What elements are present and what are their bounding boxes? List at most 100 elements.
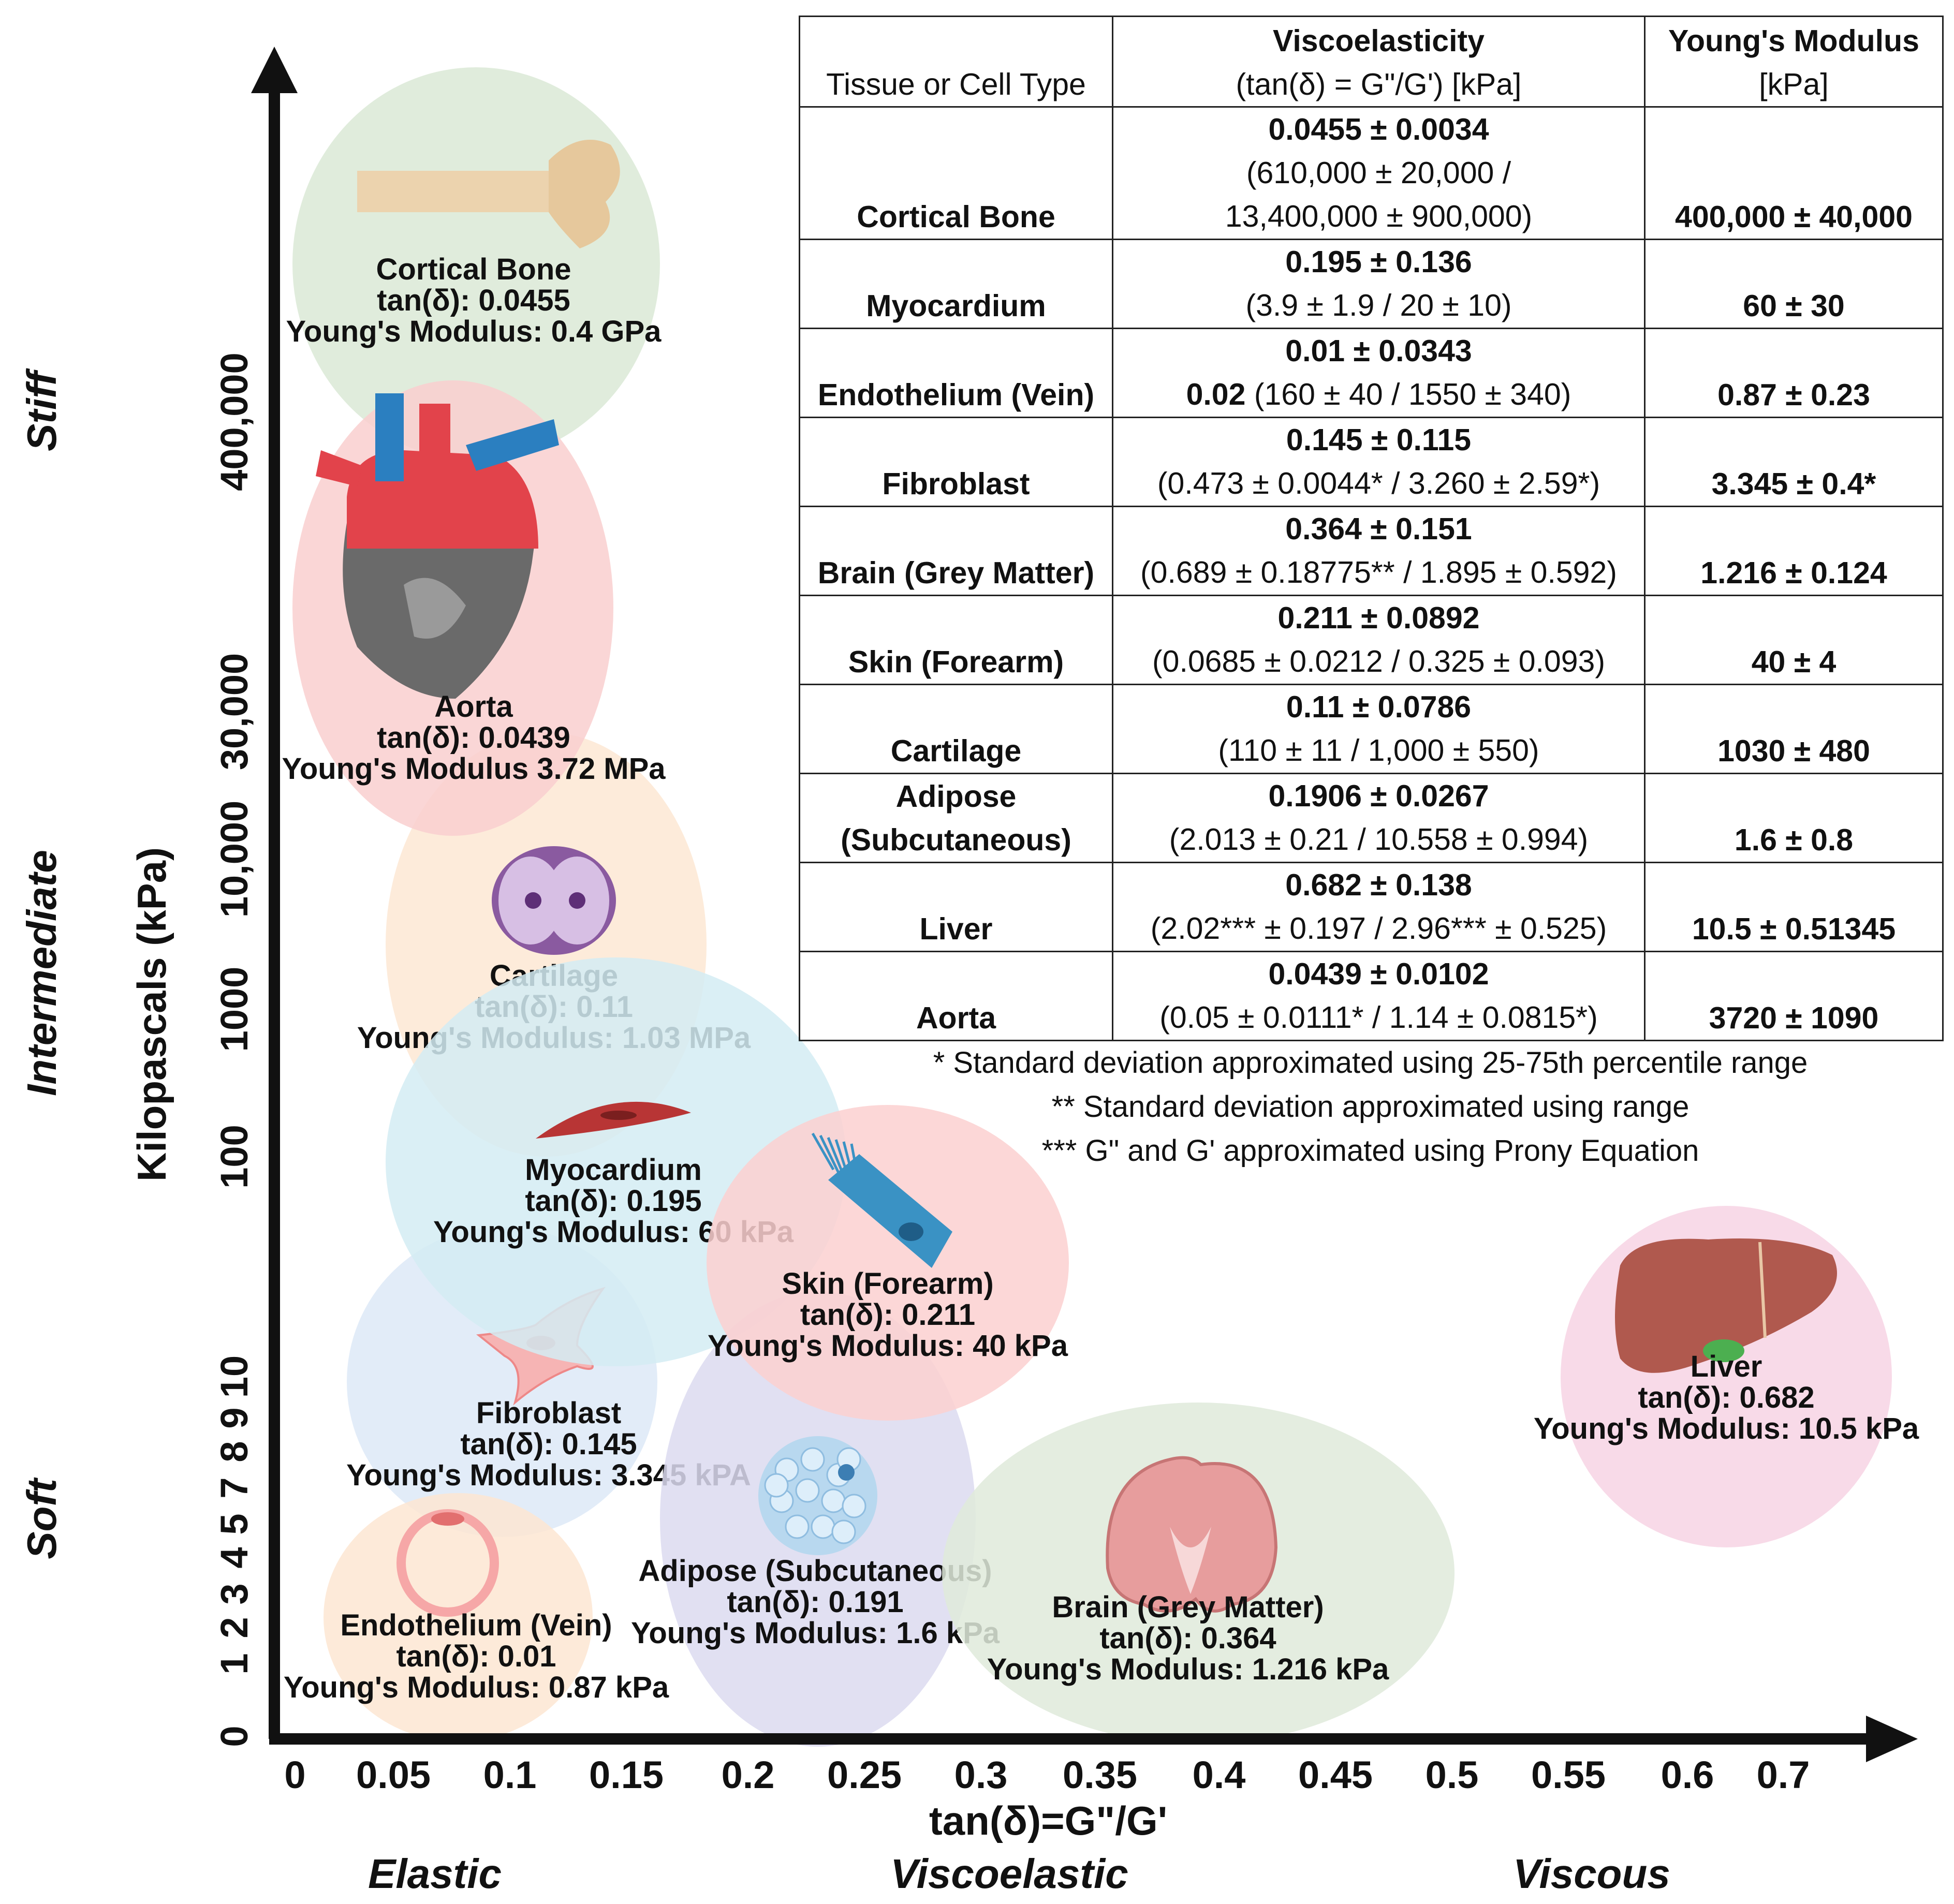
cardiomyocyte-icon <box>536 1101 691 1139</box>
x-tick-label: 0.4 <box>1193 1753 1246 1796</box>
cell-youngs-modulus: 10.5 ± 0.51345 <box>1644 862 1944 952</box>
cell-youngs-modulus: 3720 ± 1090 <box>1644 951 1944 1041</box>
point-modulus: Young's Modulus: 1.216 kPa <box>987 1652 1389 1686</box>
x-axis-label: tan(δ)=G"/G' <box>929 1798 1167 1843</box>
cell-youngs-modulus: 40 ± 4 <box>1644 595 1944 685</box>
skin-cell-icon <box>811 1132 952 1268</box>
cell-youngs-modulus: 1.6 ± 0.8 <box>1644 773 1944 863</box>
point-tan-delta: tan(δ): 0.0439 <box>377 721 570 755</box>
cell-tissue: Cortical Bone <box>799 106 1113 240</box>
point-tan-delta: tan(δ): 0.195 <box>525 1184 701 1218</box>
y-region-label: Stiff <box>19 368 65 451</box>
x-tick-label: 0.1 <box>483 1753 537 1796</box>
point-name: Fibroblast <box>476 1396 621 1430</box>
y-tick-label: 30,000 <box>213 653 256 770</box>
y-tick-label: 5 <box>213 1513 256 1534</box>
bone-icon <box>357 140 620 248</box>
y-region-label: Intermediate <box>19 850 65 1096</box>
y-axis-label: Kilopascals (kPa) <box>129 847 174 1182</box>
y-tick-label: 400,000 <box>213 352 256 491</box>
x-tick-label: 0.7 <box>1757 1753 1810 1796</box>
cell-viscoelasticity: 0.01 ± 0.0343 0.02 (160 ± 40 / 1550 ± 340… <box>1112 328 1646 418</box>
table-row: Cortical Bone 0.0455 ± 0.0034 (610,000 ± 2… <box>799 106 1944 240</box>
footnote-2: ** Standard deviation approximated using… <box>1051 1090 1689 1124</box>
point-modulus: Young's Modulus: 1.6 kPa <box>631 1616 1000 1650</box>
cell-viscoelasticity: 0.0439 ± 0.0102 (0.05 ± 0.0111* / 1.14 ± … <box>1112 951 1646 1041</box>
x-region-label: Viscous <box>1513 1851 1670 1897</box>
data-table: Tissue or Cell Type Viscoelasticity (tan(… <box>799 16 1944 1041</box>
point-tan-delta: tan(δ): 0.191 <box>727 1585 903 1619</box>
tissue-ellipse <box>707 1105 1069 1421</box>
table-row: Myocardium 0.195 ± 0.136 (3.9 ± 1.9 / 20 ±… <box>799 239 1944 329</box>
cell-tissue: Skin (Forearm) <box>799 595 1113 685</box>
y-tick-label: 10,000 <box>213 801 256 918</box>
point-modulus: Young's Modulus: 10.5 kPa <box>1534 1412 1919 1445</box>
x-tick-label: 0.55 <box>1531 1753 1606 1796</box>
cell-youngs-modulus: 1030 ± 480 <box>1644 684 1944 774</box>
liver-icon <box>1615 1238 1837 1373</box>
y-tick-label: 1 <box>213 1653 256 1674</box>
cell-tissue: Cartilage <box>799 684 1113 774</box>
table-row: Cartilage 0.11 ± 0.0786 (110 ± 11 / 1,000 … <box>799 684 1944 774</box>
table-row: Endothelium (Vein) 0.01 ± 0.0343 0.02 (160… <box>799 328 1944 418</box>
point-name: Endothelium (Vein) <box>340 1608 612 1642</box>
point-modulus: Young's Modulus: 0.4 GPa <box>286 315 662 348</box>
x-tick-label: 0.2 <box>722 1753 775 1796</box>
table-row: Fibroblast 0.145 ± 0.115 (0.473 ± 0.0044* … <box>799 417 1944 507</box>
point-modulus: Young's Modulus: 40 kPa <box>708 1329 1068 1363</box>
cell-tissue: Brain (Grey Matter) <box>799 506 1113 596</box>
brain-icon <box>1106 1456 1278 1613</box>
footnote-3: *** G" and G' approximated using Prony E… <box>1041 1134 1699 1168</box>
vein-icon <box>396 1509 499 1617</box>
point-tan-delta: tan(δ): 0.364 <box>1099 1621 1276 1655</box>
cell-tissue: Liver <box>799 862 1113 952</box>
x-tick-label: 0.5 <box>1426 1753 1479 1796</box>
cell-viscoelasticity: 0.145 ± 0.115 (0.473 ± 0.0044* / 3.260 ± … <box>1112 417 1646 507</box>
point-name: Brain (Grey Matter) <box>1052 1590 1324 1624</box>
point-tan-delta: tan(δ): 0.145 <box>460 1427 637 1461</box>
cell-youngs-modulus: 0.87 ± 0.23 <box>1644 328 1944 418</box>
x-regions: Elastic Viscoelastic Viscous <box>368 1851 1670 1897</box>
point-name: Liver <box>1691 1350 1762 1383</box>
cell-viscoelasticity: 0.1906 ± 0.0267 (2.013 ± 0.21 / 10.558 ± … <box>1112 773 1646 863</box>
cell-youngs-modulus: 60 ± 30 <box>1644 239 1944 329</box>
x-tick-label: 0 <box>284 1753 305 1796</box>
table-row: Adipose (Subcutaneous) 0.1906 ± 0.0267 (2.0… <box>799 773 1944 863</box>
point-name: Aorta <box>434 690 513 724</box>
table-row: Aorta 0.0439 ± 0.0102 (0.05 ± 0.0111* / 1.… <box>799 951 1944 1041</box>
y-tick-label: 3 <box>213 1583 256 1604</box>
y-tick-label: 10 <box>213 1355 256 1398</box>
y-tick-label: 9 <box>213 1407 256 1428</box>
cell-viscoelasticity: 0.364 ± 0.151 (0.689 ± 0.18775** / 1.895 … <box>1112 506 1646 596</box>
point-name: Adipose (Subcutaneous) <box>638 1554 992 1588</box>
x-tick-label: 0.45 <box>1298 1753 1373 1796</box>
axes <box>251 47 1918 1762</box>
point-modulus: Young's Modulus: 0.87 kPa <box>284 1671 669 1704</box>
point-name: Skin (Forearm) <box>782 1267 993 1301</box>
y-tick-label: 100 <box>213 1125 256 1188</box>
point-modulus: Young's Modulus 3.72 MPa <box>282 752 666 786</box>
cell-youngs-modulus: 400,000 ± 40,000 <box>1644 106 1944 240</box>
y-axis-ticks: 0 1 2 3 4 5 7 8 9 10 100 1000 10,000 30,000 400,000 <box>213 352 256 1747</box>
x-region-label: Viscoelastic <box>890 1851 1128 1897</box>
point-tan-delta: tan(δ): 0.211 <box>800 1298 975 1332</box>
cell-viscoelasticity: 0.211 ± 0.0892 (0.0685 ± 0.0212 / 0.325 ±… <box>1112 595 1646 685</box>
header-tissue: Tissue or Cell Type <box>799 16 1113 108</box>
cell-tissue: Fibroblast <box>799 417 1113 507</box>
point-name: Cortical Bone <box>376 253 571 286</box>
y-tick-label: 1000 <box>213 967 256 1052</box>
cell-viscoelasticity: 0.11 ± 0.0786 (110 ± 11 / 1,000 ± 550) <box>1112 684 1646 774</box>
x-tick-label: 0.3 <box>954 1753 1008 1796</box>
heart-icon <box>316 393 559 699</box>
x-tick-label: 0.6 <box>1661 1753 1714 1796</box>
y-tick-label: 0 <box>213 1725 256 1747</box>
point-tan-delta: tan(δ): 0.682 <box>1638 1381 1814 1414</box>
y-regions: Soft Intermediate Stiff <box>19 368 65 1559</box>
cell-viscoelasticity: 0.682 ± 0.138 (2.02*** ± 0.197 / 2.96*** … <box>1112 862 1646 952</box>
